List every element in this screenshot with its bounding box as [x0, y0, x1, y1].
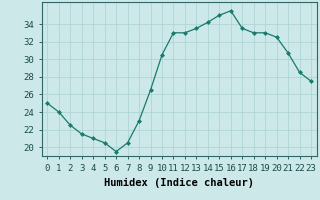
X-axis label: Humidex (Indice chaleur): Humidex (Indice chaleur) — [104, 178, 254, 188]
